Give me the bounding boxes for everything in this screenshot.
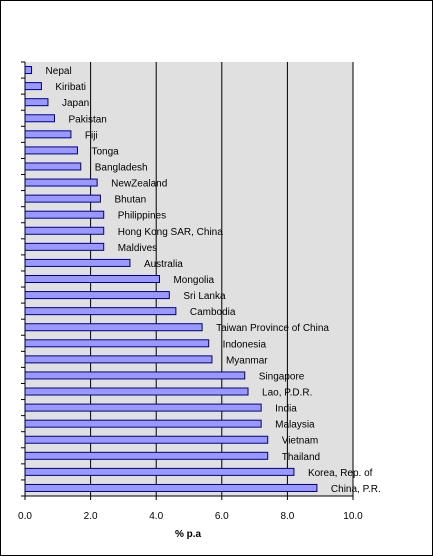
bar xyxy=(24,275,160,283)
bar xyxy=(24,307,177,316)
category-label: Indonesia xyxy=(223,339,267,350)
bar xyxy=(24,403,262,412)
category-label: Vietnam xyxy=(282,436,319,447)
bar xyxy=(24,339,210,348)
bar xyxy=(24,451,269,460)
bar xyxy=(24,130,72,139)
category-label: Kiribati xyxy=(55,82,86,93)
x-tick-labels: 0.0 2.0 4.0 6.0 8.0 10.0 xyxy=(18,511,363,522)
bar xyxy=(24,146,78,155)
bar xyxy=(24,242,105,251)
bar xyxy=(24,66,33,75)
category-label: Lao, P.D.R. xyxy=(262,388,312,399)
bar xyxy=(24,226,105,235)
x-tick-label: 8.0 xyxy=(280,511,294,522)
category-label: Japan xyxy=(62,98,89,109)
x-tick-label: 6.0 xyxy=(215,511,229,522)
category-label: Bhutan xyxy=(114,195,146,206)
bar xyxy=(24,258,131,267)
category-label: Bangladesh xyxy=(95,162,148,173)
bar xyxy=(24,323,203,332)
x-tick-label: 10.0 xyxy=(343,511,363,522)
category-label: Cambodia xyxy=(190,307,236,318)
category-label: India xyxy=(275,404,297,415)
category-label: Hong Kong SAR, China xyxy=(118,227,224,238)
x-axis-title: % p.a xyxy=(175,529,202,540)
x-tick-label: 2.0 xyxy=(84,511,98,522)
category-label: Sri Lanka xyxy=(183,291,226,302)
bar xyxy=(24,210,105,219)
bar xyxy=(24,387,249,396)
axes xyxy=(21,61,354,500)
bar xyxy=(24,162,82,171)
bar xyxy=(24,435,269,444)
bar xyxy=(24,291,170,300)
bar xyxy=(24,194,101,203)
bar xyxy=(24,467,295,476)
category-label: Pakistan xyxy=(69,114,107,125)
category-label: Fiji xyxy=(85,130,98,141)
category-label: Korea, Rep. of xyxy=(308,468,373,479)
category-label: Philippines xyxy=(118,211,166,222)
bar xyxy=(24,178,98,187)
bar xyxy=(24,355,213,364)
category-label: Mongolia xyxy=(173,275,214,286)
category-label: Myanmar xyxy=(226,355,268,366)
category-label: Australia xyxy=(144,259,183,270)
bar xyxy=(24,114,56,123)
x-tick-label: 0.0 xyxy=(18,511,32,522)
category-label: China, P.R. xyxy=(331,484,381,495)
category-label: Maldives xyxy=(118,243,157,254)
category-label: Taiwan Province of China xyxy=(216,323,329,334)
category-label: Tonga xyxy=(91,146,119,157)
category-label: Malaysia xyxy=(275,420,315,431)
x-tick-label: 4.0 xyxy=(149,511,163,522)
bar xyxy=(24,483,318,492)
category-label: NewZealand xyxy=(111,179,167,190)
bar xyxy=(24,419,262,428)
category-label: Nepal xyxy=(46,66,72,77)
category-label: Thailand xyxy=(282,452,320,463)
category-label: Singapore xyxy=(259,371,305,382)
bar xyxy=(24,98,49,107)
bar xyxy=(24,82,42,91)
category-labels: Nepal Kiribati Japan Pakistan Fiji Tonga Bangl… xyxy=(46,66,381,495)
bar xyxy=(24,371,246,380)
